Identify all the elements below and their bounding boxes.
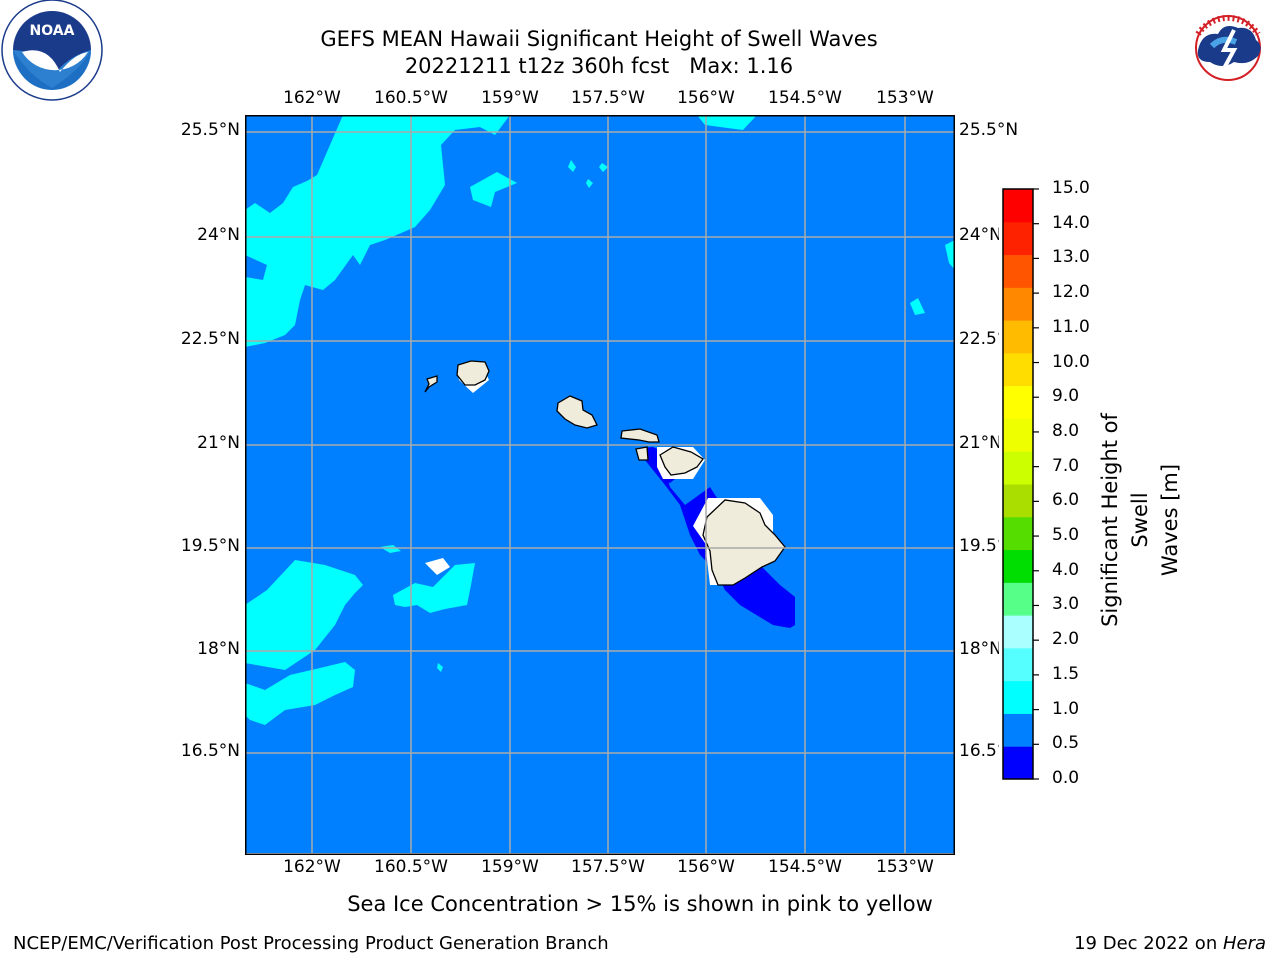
colorbar-tick-label: 1.0: [1052, 698, 1080, 719]
colorbar-segment: [1003, 254, 1033, 288]
generation-date: 19 Dec 2022 on: [1074, 933, 1223, 954]
colorbar: [1002, 188, 1039, 780]
lon-label-top: 154.5°W: [768, 88, 842, 108]
colorbar-tick-label: 0.0: [1052, 768, 1080, 788]
colorbar-segment: [1003, 352, 1033, 387]
lat-label-left: 25.5°N: [180, 120, 240, 140]
lon-label-top: 162°W: [283, 88, 341, 108]
lat-label-right: 21°N: [959, 433, 999, 453]
colorbar-segment: [1003, 385, 1033, 419]
colorbar-tick-label: 12.0: [1052, 282, 1090, 303]
lat-label-right: 18°N: [959, 639, 999, 659]
colorbar-segment: [1003, 647, 1033, 682]
nws-logo: [1181, 1, 1275, 95]
colorbar-segment: [1003, 713, 1033, 747]
colorbar-segment: [1003, 320, 1033, 354]
lat-label-left: 16.5°N: [180, 741, 240, 761]
colorbar-segment: [1003, 615, 1033, 649]
colorbar-segment: [1003, 418, 1033, 452]
colorbar-tick-label: 11.0: [1052, 316, 1090, 337]
colorbar-segment: [1003, 746, 1033, 780]
noaa-logo: NOAA: [1, 0, 103, 101]
lat-label-right: 16.5°N: [959, 741, 999, 761]
colorbar-tick-label: 1.5: [1052, 663, 1080, 684]
lat-label-left: 22.5°N: [180, 329, 240, 349]
islands: [424, 360, 786, 586]
colorbar-tick-label: 8.0: [1052, 420, 1080, 441]
lon-label-top: 159°W: [481, 88, 539, 108]
map-frame: [245, 115, 955, 855]
lon-label-bottom: 157.5°W: [571, 857, 645, 877]
colorbar-segment: [1003, 189, 1033, 223]
colorbar-frame: [1002, 188, 1034, 780]
colorbar-tick-label: 15.0: [1052, 178, 1090, 198]
lat-label-right: 19.5°N: [959, 536, 999, 556]
colorbar-segment: [1003, 582, 1033, 616]
lon-label-bottom: 159°W: [481, 857, 539, 877]
colorbar-segment: [1003, 287, 1033, 321]
colorbar-tick-label: 0.5: [1052, 733, 1080, 754]
colorbar-tick-label: 3.0: [1052, 594, 1080, 615]
lon-label-top: 157.5°W: [571, 88, 645, 108]
colorbar-tick-label: 10.0: [1052, 351, 1090, 372]
colorbar-tick-label: 13.0: [1052, 247, 1090, 268]
lon-label-bottom: 162°W: [283, 857, 341, 877]
map-panel: [245, 115, 955, 855]
colorbar-tick-label: 2.0: [1052, 629, 1080, 650]
lat-label-right: 24°N: [959, 225, 999, 245]
colorbar-segment: [1003, 680, 1033, 714]
title-line-2: 20221211 t12z 360h fcst Max: 1.16: [404, 54, 794, 78]
lat-label-left: 21°N: [197, 433, 240, 453]
producer-credit: NCEP/EMC/Verification Post Processing Pr…: [13, 933, 609, 954]
colorbar-segment: [1003, 516, 1033, 551]
colorbar-tick-label: 7.0: [1052, 455, 1080, 476]
lon-label-top: 160.5°W: [374, 88, 448, 108]
generation-host: Hera: [1222, 933, 1266, 954]
generation-stamp: 19 Dec 2022 on Hera: [1074, 933, 1266, 954]
colorbar-tick-label: 14.0: [1052, 212, 1090, 233]
colorbar-label: Significant Height of Swell Waves [m]: [1095, 400, 1182, 640]
title-line-1: GEFS MEAN Hawaii Significant Height of S…: [320, 27, 878, 51]
lat-label-left: 19.5°N: [180, 536, 240, 556]
colorbar-tick-label: 5.0: [1052, 525, 1080, 546]
colorbar-segment: [1003, 221, 1033, 256]
lon-label-bottom: 153°W: [876, 857, 934, 877]
lon-label-bottom: 154.5°W: [768, 857, 842, 877]
svg-text:NOAA: NOAA: [30, 23, 75, 39]
colorbar-tick-label: 4.0: [1052, 559, 1080, 580]
colorbar-tick-label: 6.0: [1052, 490, 1080, 511]
lat-label-right: 22.5°N: [959, 329, 999, 349]
colorbar-tick-label: 9.0: [1052, 386, 1080, 407]
lon-label-top: 156°W: [677, 88, 735, 108]
sea-ice-note: Sea Ice Concentration > 15% is shown in …: [347, 892, 933, 916]
lat-label-right: 25.5°N: [959, 120, 1019, 140]
colorbar-segment: [1003, 549, 1033, 583]
graticule: [245, 115, 954, 853]
lon-label-bottom: 156°W: [677, 857, 735, 877]
colorbar-label-line-2: Waves [m]: [1158, 463, 1182, 577]
colorbar-segment: [1003, 484, 1033, 518]
lon-label-top: 153°W: [876, 88, 934, 108]
lat-label-left: 24°N: [197, 225, 240, 245]
lat-label-left: 18°N: [197, 639, 240, 659]
colorbar-label-line-1: Significant Height of Swell: [1098, 413, 1152, 627]
colorbar-segment: [1003, 451, 1033, 485]
lon-label-bottom: 160.5°W: [374, 857, 448, 877]
